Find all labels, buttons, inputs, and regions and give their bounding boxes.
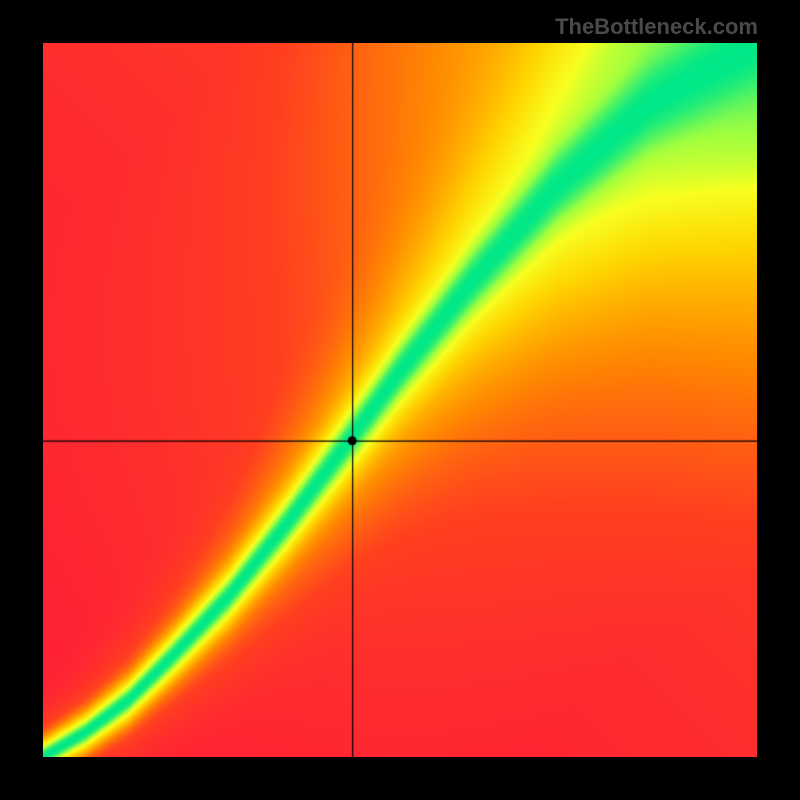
chart-container: TheBottleneck.com bbox=[0, 0, 800, 800]
heatmap-canvas bbox=[43, 43, 757, 757]
watermark-text: TheBottleneck.com bbox=[555, 14, 758, 40]
